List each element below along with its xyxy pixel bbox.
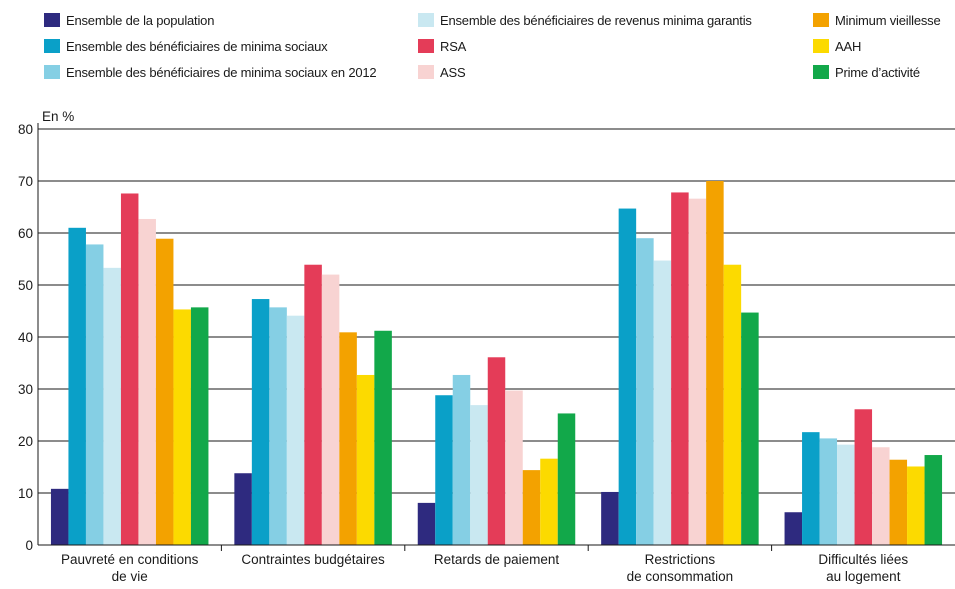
chart-legend: Ensemble de la population Ensemble des bé… [0, 0, 955, 90]
bar [435, 395, 453, 545]
y-tick-label: 30 [18, 382, 33, 397]
bar [234, 473, 252, 545]
bar [723, 264, 742, 545]
y-tick-label: 0 [25, 538, 33, 553]
legend-item: ASS [418, 63, 466, 81]
x-category-label: Restrictions [645, 552, 716, 567]
legend-label: ASS [440, 64, 466, 80]
bar [356, 374, 375, 545]
bar [50, 488, 69, 545]
bar [907, 466, 925, 545]
bar [837, 444, 855, 545]
legend-swatch [418, 13, 434, 27]
y-tick-label: 40 [18, 330, 33, 345]
bar [138, 218, 156, 545]
bar [85, 244, 104, 545]
x-category-label: Pauvreté en conditions [61, 552, 199, 567]
bar [173, 309, 191, 545]
legend-swatch [813, 13, 829, 27]
bar [688, 198, 707, 545]
bar [819, 438, 838, 545]
bar [872, 447, 890, 545]
legend-label: Ensemble des bénéficiaires de minima soc… [66, 64, 377, 80]
bar [618, 208, 637, 545]
bar [540, 458, 558, 545]
legend-swatch [44, 39, 60, 53]
bar [487, 357, 506, 545]
legend-label: Ensemble de la population [66, 12, 215, 28]
legend-label: Ensemble des bénéficiaires de revenus mi… [440, 12, 752, 28]
bar [155, 238, 174, 545]
bar [784, 512, 803, 545]
legend-label: Prime d’activité [835, 64, 920, 80]
bar [269, 307, 287, 545]
legend-swatch [44, 65, 60, 79]
legend-item: Minimum vieillesse [813, 11, 941, 29]
y-tick-label: 10 [18, 486, 33, 501]
bars [50, 181, 943, 546]
legend-label: AAH [835, 38, 862, 54]
bar [505, 390, 523, 545]
legend-swatch [418, 65, 434, 79]
x-category-label: de vie [112, 569, 148, 584]
bar [557, 413, 576, 545]
bar [321, 274, 340, 545]
bar [304, 264, 322, 545]
bar [103, 267, 121, 545]
legend-item: AAH [813, 37, 861, 55]
bar [68, 227, 86, 546]
legend-label: RSA [440, 38, 467, 54]
y-tick-label: 20 [18, 434, 33, 449]
legend-item: Ensemble de la population [44, 11, 214, 29]
bar [120, 193, 139, 546]
legend-label: Ensemble des bénéficiaires de minima soc… [66, 38, 328, 54]
y-tick-label: 70 [18, 174, 33, 189]
y-tick-label: 50 [18, 278, 33, 293]
bar [190, 307, 209, 545]
legend-item: RSA [418, 37, 466, 55]
bar [374, 330, 392, 545]
bar [286, 315, 305, 545]
legend-label: Minimum vieillesse [835, 12, 941, 28]
x-category-label: Contraintes budgétaires [241, 552, 385, 567]
y-tick-label: 60 [18, 226, 33, 241]
y-unit-label: En % [42, 109, 74, 124]
bar [889, 459, 908, 545]
bar [802, 432, 820, 545]
legend-swatch [418, 39, 434, 53]
bar [417, 502, 436, 545]
bar [741, 312, 759, 545]
x-category-label: Retards de paiement [434, 552, 560, 567]
x-category-label: au logement [826, 569, 901, 584]
bar [653, 260, 672, 545]
bar [636, 238, 654, 545]
bar [924, 455, 943, 545]
bar [452, 374, 471, 545]
bar [671, 192, 689, 545]
legend-swatch [813, 65, 829, 79]
y-tick-label: 80 [18, 122, 33, 137]
legend-item: Ensemble des bénéficiaires de revenus mi… [418, 11, 752, 29]
bar [854, 409, 873, 545]
bar [522, 470, 541, 545]
x-category-label: de consommation [627, 569, 734, 584]
bar [601, 491, 619, 545]
x-category-label: Difficultés liées [818, 552, 908, 567]
bar [251, 299, 270, 545]
legend-item: Ensemble des bénéficiaires de minima soc… [44, 63, 377, 81]
axes: 0 10 20 30 40 50 60 70 80 Pauvreté en conditions d… [18, 122, 955, 584]
bar [339, 332, 357, 545]
legend-swatch [44, 13, 60, 27]
bar [470, 405, 488, 545]
bar [706, 181, 724, 545]
legend-swatch [813, 39, 829, 53]
legend-item: Prime d’activité [813, 63, 920, 81]
legend-item: Ensemble des bénéficiaires de minima soc… [44, 37, 328, 55]
